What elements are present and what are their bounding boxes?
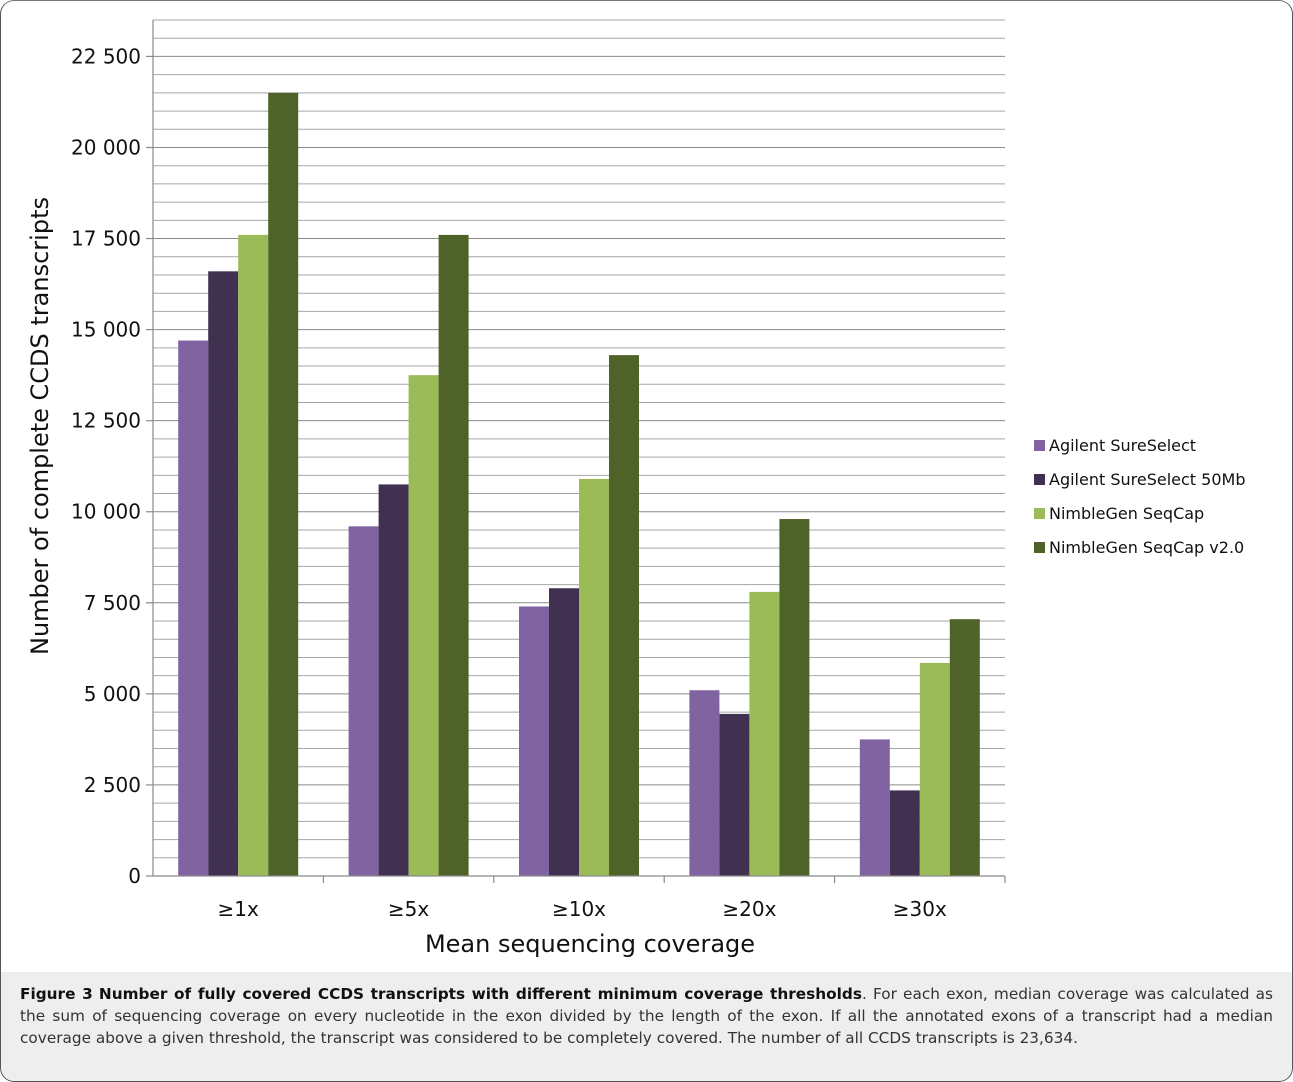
legend-label: Agilent SureSelect 50Mb: [1049, 469, 1246, 489]
bar: [178, 340, 209, 876]
bar: [208, 271, 239, 876]
legend-swatch: [1034, 541, 1045, 553]
y-tick-label: 5 000: [84, 682, 141, 706]
y-axis-title: Number of complete CCDS transcripts: [26, 197, 54, 655]
bar: [949, 619, 980, 876]
bar: [919, 662, 950, 876]
bar: [749, 591, 780, 876]
bar: [238, 234, 269, 876]
x-tick-label: ≥30x: [893, 897, 947, 921]
y-tick-label: 12 500: [71, 409, 141, 433]
legend-swatch: [1034, 439, 1045, 451]
bar: [268, 92, 299, 876]
x-axis-title: Mean sequencing coverage: [425, 930, 755, 958]
y-tick-label: 0: [128, 864, 141, 888]
y-tick-label: 17 500: [71, 227, 141, 251]
bar: [519, 606, 549, 876]
y-tick-label: 2 500: [84, 773, 141, 797]
legend-item: Agilent SureSelect 50Mb: [1034, 462, 1245, 496]
bar-chart: 0 2 500 5 000 7 500 10 000 12 500 15 000 17 500…: [26, 19, 1006, 958]
bar: [779, 519, 810, 876]
caption-text: . For each exon, median coverage was cal…: [20, 985, 1274, 1047]
y-tick-label: 22 500: [71, 44, 141, 68]
bar: [719, 713, 750, 876]
figure-caption: Figure 3 Number of fully covered CCDS tr…: [20, 983, 1273, 1049]
bar: [549, 588, 579, 876]
x-tick-label: ≥10x: [552, 897, 606, 921]
bar: [348, 526, 379, 876]
bars: [178, 92, 980, 877]
bar: [579, 478, 609, 876]
y-tick-label: 7 500: [84, 591, 141, 615]
bar: [408, 375, 439, 876]
legend-item: NimbleGen SeqCap: [1034, 496, 1245, 530]
caption-box: [1, 972, 1292, 1081]
x-tick-label: ≥1x: [218, 897, 259, 921]
bar: [378, 484, 409, 876]
legend-item: NimbleGen SeqCap v2.0: [1034, 530, 1245, 564]
y-tick-label: 20 000: [71, 135, 141, 159]
bar: [889, 790, 920, 876]
bar: [689, 690, 720, 876]
bar: [438, 234, 469, 876]
legend-item: Agilent SureSelect: [1034, 428, 1245, 462]
axes: [146, 20, 1006, 883]
y-tick-label: 10 000: [71, 500, 141, 524]
legend: Agilent SureSelect Agilent SureSelect 50M…: [1034, 428, 1245, 564]
legend-swatch: [1034, 507, 1045, 519]
caption-title: Number of fully covered CCDS transcripts…: [98, 985, 862, 1003]
legend-label: NimbleGen SeqCap v2.0: [1049, 537, 1245, 557]
bar: [609, 355, 639, 877]
tick-labels: 0 2 500 5 000 7 500 10 000 12 500 15 000 17 500…: [71, 44, 947, 921]
caption-label: Figure 3: [20, 985, 93, 1003]
legend-swatch: [1034, 473, 1045, 485]
bar: [859, 739, 890, 876]
legend-label: NimbleGen SeqCap: [1049, 503, 1205, 523]
y-tick-label: 15 000: [71, 318, 141, 342]
x-tick-label: ≥5x: [388, 897, 429, 921]
legend-label: Agilent SureSelect: [1049, 435, 1197, 455]
x-tick-label: ≥20x: [722, 897, 776, 921]
